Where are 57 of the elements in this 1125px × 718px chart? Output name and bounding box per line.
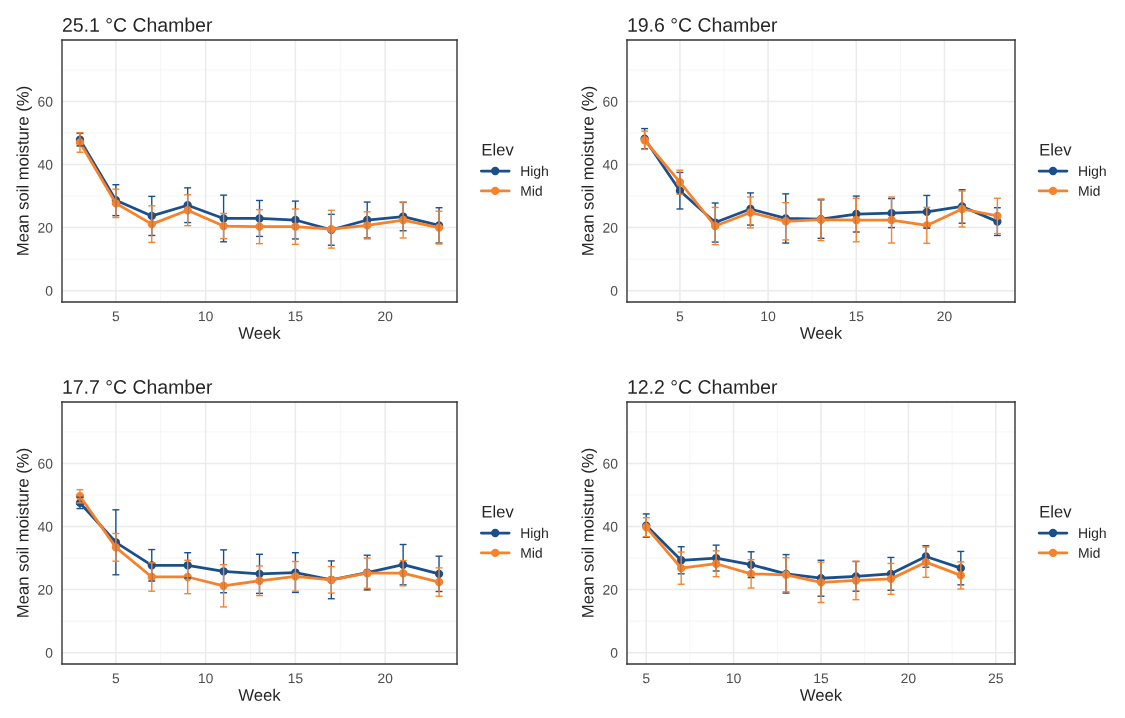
y-tick-label: 0 xyxy=(45,285,53,296)
x-axis-title: Week xyxy=(238,688,281,701)
legend-label: High xyxy=(1079,527,1106,541)
y-axis-title: Mean soil moisture (%) xyxy=(16,448,32,617)
legend-title: Elev xyxy=(1040,505,1072,518)
x-tick-label: 15 xyxy=(849,311,864,322)
y-tick-label: 40 xyxy=(37,159,53,170)
y-tick-label: 0 xyxy=(610,647,618,658)
chart-title: 17.7 °C Chamber xyxy=(63,379,213,394)
x-axis-title: Week xyxy=(238,326,281,339)
y-tick-label: 20 xyxy=(603,584,618,595)
x-tick-label: 20 xyxy=(937,311,952,322)
y-tick-label: 60 xyxy=(603,96,618,107)
x-tick-label: 20 xyxy=(378,673,393,684)
x-tick-label: 10 xyxy=(761,311,776,322)
y-tick-label: 20 xyxy=(603,222,618,233)
x-tick-label: 15 xyxy=(814,673,829,684)
chart-title: 25.1 °C Chamber xyxy=(62,17,213,32)
y-tick-label: 0 xyxy=(610,285,618,296)
legend-title: Elev xyxy=(1040,143,1072,156)
x-tick-label: 5 xyxy=(112,311,120,322)
x-tick-label: 15 xyxy=(288,311,303,322)
x-axis-title: Week xyxy=(799,326,843,339)
x-tick-label: 10 xyxy=(198,673,213,684)
y-tick-label: 40 xyxy=(602,159,618,170)
x-tick-label: 25 xyxy=(988,673,1003,684)
y-tick-label: 40 xyxy=(37,521,53,532)
legend-label: Mid xyxy=(521,547,542,558)
x-tick-label: 15 xyxy=(288,673,303,684)
y-tick-label: 60 xyxy=(603,458,618,469)
legend-title: Elev xyxy=(482,505,514,518)
y-tick-label: 60 xyxy=(38,96,53,107)
x-tick-label: 20 xyxy=(378,311,393,322)
y-tick-label: 60 xyxy=(38,458,53,469)
y-axis-title: Mean soil moisture (%) xyxy=(581,448,597,617)
y-tick-label: 20 xyxy=(38,222,53,233)
y-tick-label: 0 xyxy=(45,647,53,658)
legend-label: Mid xyxy=(1079,185,1100,196)
y-tick-label: 20 xyxy=(38,584,53,595)
legend-label: High xyxy=(521,527,548,541)
chart-title: 12.2 °C Chamber xyxy=(628,379,778,394)
x-axis-title: Week xyxy=(799,688,843,701)
x-tick-label: 5 xyxy=(676,311,684,322)
chart-title: 19.6 °C Chamber xyxy=(628,17,778,32)
legend-label: High xyxy=(1079,165,1106,179)
x-tick-label: 5 xyxy=(642,673,650,684)
legend-label: High xyxy=(521,165,548,179)
x-tick-label: 20 xyxy=(901,673,916,684)
x-tick-label: 10 xyxy=(726,673,741,684)
y-tick-label: 40 xyxy=(602,521,618,532)
legend-label: Mid xyxy=(521,185,542,196)
legend-label: Mid xyxy=(1079,547,1100,558)
x-tick-label: 5 xyxy=(112,673,120,684)
y-axis-title: Mean soil moisture (%) xyxy=(16,86,32,255)
x-tick-label: 10 xyxy=(198,311,213,322)
legend-title: Elev xyxy=(482,143,514,156)
y-axis-title: Mean soil moisture (%) xyxy=(581,86,597,255)
